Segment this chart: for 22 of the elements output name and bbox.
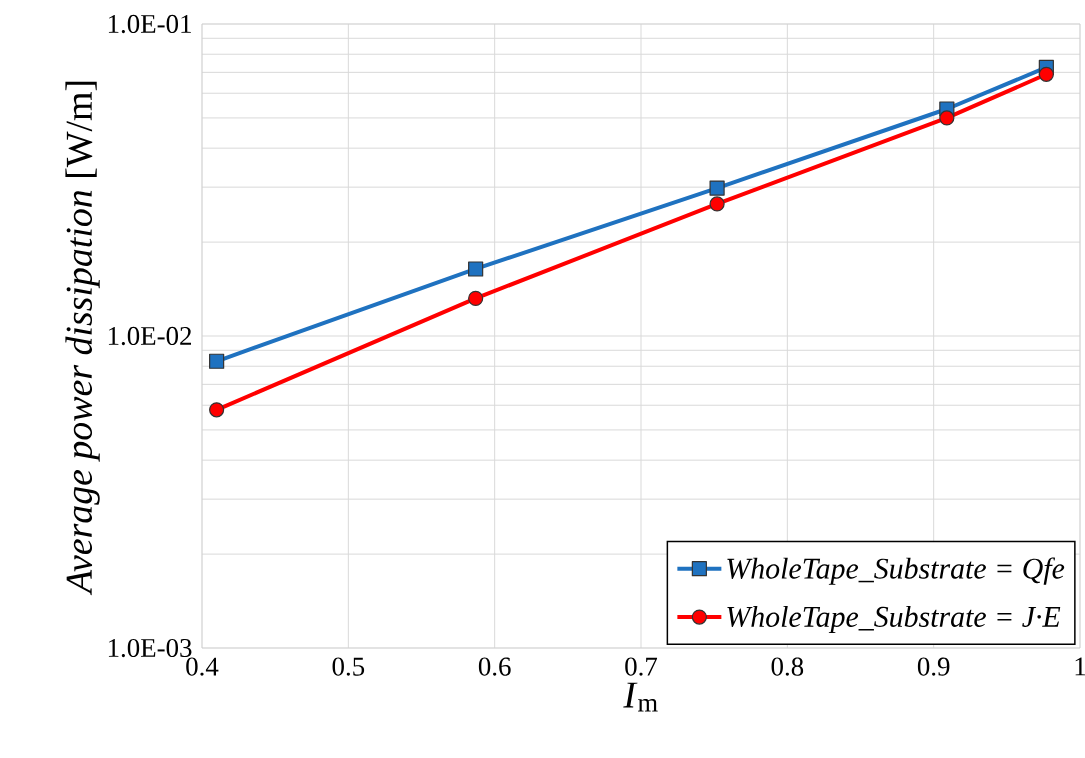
point (709, 196, 725, 212)
point (209, 402, 225, 418)
x-tick-label: 0.7 (625, 657, 658, 676)
x-tick-label: 0.6 (478, 657, 511, 676)
y-tick-label: 1.0E-02 (108, 326, 191, 346)
point (939, 110, 955, 126)
y-tick-label: 1.0E-01 (108, 14, 191, 34)
point (709, 180, 725, 196)
legend-label: WholeTape_Substrate = Qfe (727, 557, 1065, 585)
x-tick-label: 0.8 (771, 657, 804, 676)
x-tick-label: 0.4 (186, 657, 219, 676)
x-tick-label: 1 (1075, 657, 1085, 676)
point (209, 353, 225, 369)
y-tick-label: 1.0E-03 (108, 638, 192, 658)
point (1038, 66, 1054, 82)
legend-label: WholeTape_Substrate = J·E (727, 605, 1061, 634)
x-tick-label: 0.5 (332, 657, 365, 676)
x-axis-title: I$_{m}$ (623, 682, 658, 712)
point (468, 290, 484, 306)
y-axis-title: Average power dissipation [W/m] (65, 81, 100, 596)
x-tick-label: 0.9 (917, 657, 950, 676)
point (468, 261, 484, 277)
